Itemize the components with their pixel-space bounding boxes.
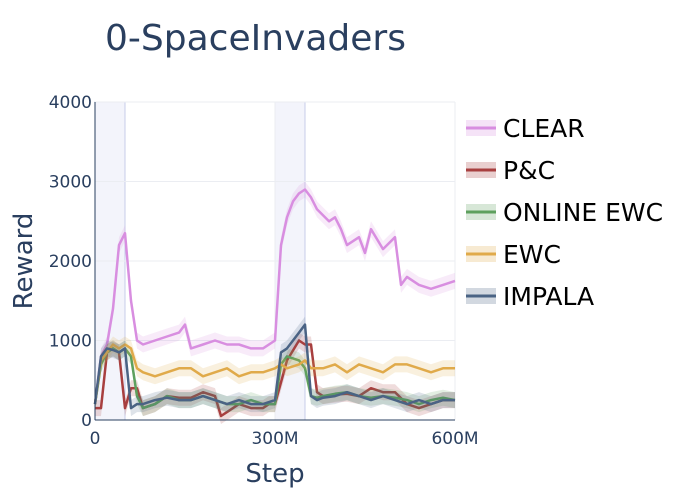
x-axis-title: Step bbox=[245, 459, 304, 489]
y-tick-label: 0 bbox=[81, 411, 92, 431]
y-tick-label: 3000 bbox=[49, 173, 92, 193]
legend-label: P&C bbox=[503, 156, 555, 185]
series-line-ewc bbox=[93, 343, 455, 405]
legend-label: ONLINE EWC bbox=[503, 198, 663, 227]
series-line-clear bbox=[93, 188, 456, 405]
legend-label: EWC bbox=[503, 240, 561, 269]
y-axis-title: Reward bbox=[9, 213, 39, 310]
legend-label: CLEAR bbox=[503, 114, 585, 143]
legend-label: IMPALA bbox=[503, 282, 594, 311]
x-tick-label: 300M bbox=[251, 429, 298, 449]
tick-labels: 0 1000 2000 3000 4000 0 300M 600M bbox=[49, 93, 479, 449]
legend-item-online-ewc[interactable]: ONLINE EWC bbox=[466, 198, 663, 227]
series-line-p-c bbox=[95, 339, 455, 418]
legend-item-ewc[interactable]: EWC bbox=[466, 240, 561, 269]
series-band-ewc bbox=[95, 336, 455, 413]
y-tick-label: 1000 bbox=[49, 332, 92, 352]
legend-item-impala[interactable]: IMPALA bbox=[466, 282, 594, 311]
axes bbox=[94, 102, 455, 421]
x-tick-label: 0 bbox=[90, 429, 101, 449]
legend-item-clear[interactable]: CLEAR bbox=[466, 114, 585, 143]
series-band-impala bbox=[95, 316, 455, 417]
legend: CLEAR P&C ONLINE EWC EWC IMPALA bbox=[466, 114, 663, 311]
chart-title: 0-SpaceInvaders bbox=[105, 18, 406, 59]
series-lines bbox=[93, 181, 456, 424]
series-line-impala bbox=[93, 323, 455, 410]
x-tick-label: 600M bbox=[431, 429, 478, 449]
y-tick-label: 2000 bbox=[49, 252, 92, 272]
legend-item-p-c[interactable]: P&C bbox=[466, 156, 555, 185]
y-tick-label: 4000 bbox=[49, 93, 92, 113]
